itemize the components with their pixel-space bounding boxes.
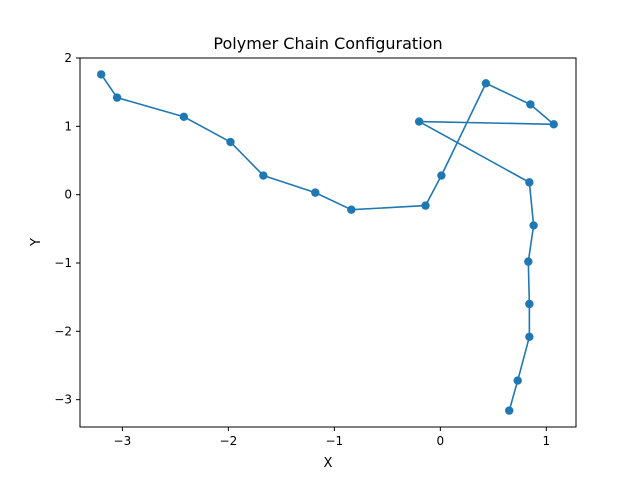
chain-bead-point — [179, 112, 189, 121]
plot-frame — [79, 57, 577, 428]
y-tick-label: 2 — [64, 51, 72, 65]
y-tick-label: 0 — [64, 188, 72, 202]
x-tick-label: −2 — [220, 434, 238, 448]
y-tick-label: −1 — [54, 256, 72, 270]
x-tick-label: 1 — [543, 434, 551, 448]
chain-bead-point — [513, 376, 522, 385]
x-tick-label: −3 — [114, 434, 132, 448]
x-tick-label: −1 — [326, 434, 344, 448]
chain-bead-point — [524, 257, 533, 266]
chain-bead-point — [96, 70, 106, 79]
chain-bead-point — [259, 171, 268, 180]
x-tick-label: 0 — [437, 434, 445, 448]
y-axis-label: Y — [29, 238, 44, 247]
y-tick-label: −3 — [54, 393, 72, 407]
chain-bead-point — [347, 205, 356, 214]
chain-bead-point — [437, 171, 446, 180]
chain-bead-point — [525, 299, 534, 309]
chain-bead-point — [525, 178, 534, 187]
chain-bead-point — [112, 93, 122, 102]
y-tick-label: 1 — [64, 119, 72, 133]
chain-line — [100, 73, 555, 411]
y-tick-label: −2 — [54, 324, 72, 338]
chain-bead-point — [226, 137, 235, 147]
chain-bead-point — [549, 120, 558, 129]
chain-bead-point — [505, 406, 514, 415]
chain-bead-point — [311, 188, 320, 197]
chain-bead-point — [526, 100, 535, 109]
chain-bead-point — [529, 221, 538, 230]
chain-bead-point — [421, 201, 430, 210]
chain-bead-point — [525, 332, 534, 341]
chain-bead-point — [481, 79, 491, 88]
chain-bead-point — [414, 117, 424, 126]
chart-title: Polymer Chain Configuration — [213, 34, 442, 53]
x-axis-label: X — [324, 456, 333, 471]
